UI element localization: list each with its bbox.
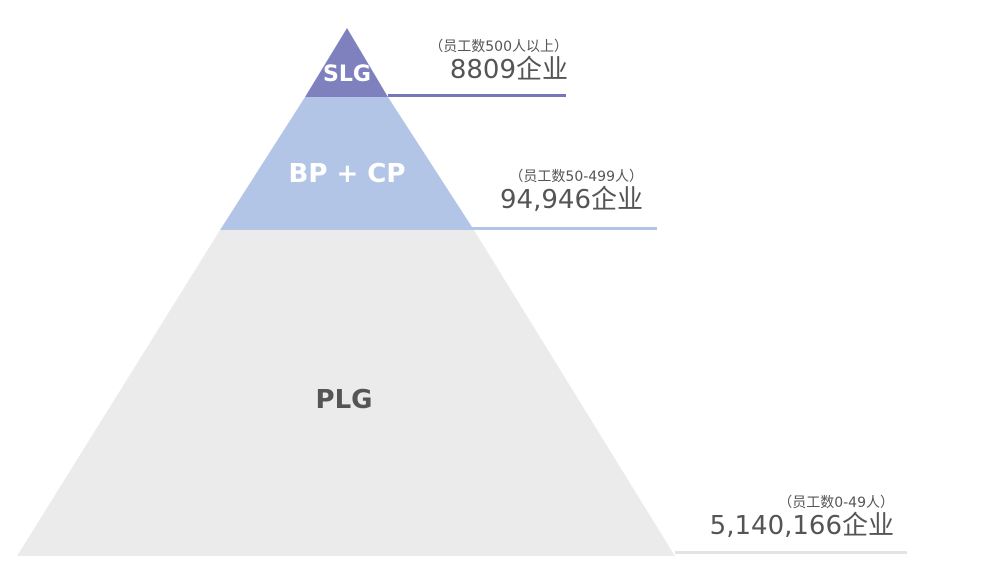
slg-underline bbox=[388, 94, 566, 97]
bp-cp-employee-range: （员工数50-499人） bbox=[509, 169, 643, 185]
plg-employee-range: （员工数0-49人） bbox=[778, 495, 894, 511]
bp-cp-underline bbox=[454, 227, 657, 230]
slg-company-count: 8809企业 bbox=[449, 55, 568, 85]
tier-label-plg: PLG bbox=[316, 385, 373, 415]
plg-underline bbox=[675, 551, 907, 554]
tier-plg-band bbox=[17, 230, 675, 556]
plg-annotation: （员工数0-49人） 5,140,166企业 bbox=[710, 492, 894, 541]
bp-cp-company-count: 94,946企业 bbox=[500, 185, 643, 215]
slg-annotation: （员工数500人以上） 8809企业 bbox=[429, 36, 568, 85]
tier-label-bp-cp: BP + CP bbox=[289, 159, 406, 189]
tier-bp-cp-band bbox=[220, 97, 474, 230]
plg-company-count: 5,140,166企业 bbox=[709, 511, 894, 541]
bp-cp-annotation: （员工数50-499人） 94,946企业 bbox=[500, 166, 643, 215]
tier-label-slg: SLG bbox=[323, 62, 371, 87]
tier-slg-band bbox=[305, 28, 388, 97]
slg-employee-range: （员工数500人以上） bbox=[429, 39, 568, 55]
